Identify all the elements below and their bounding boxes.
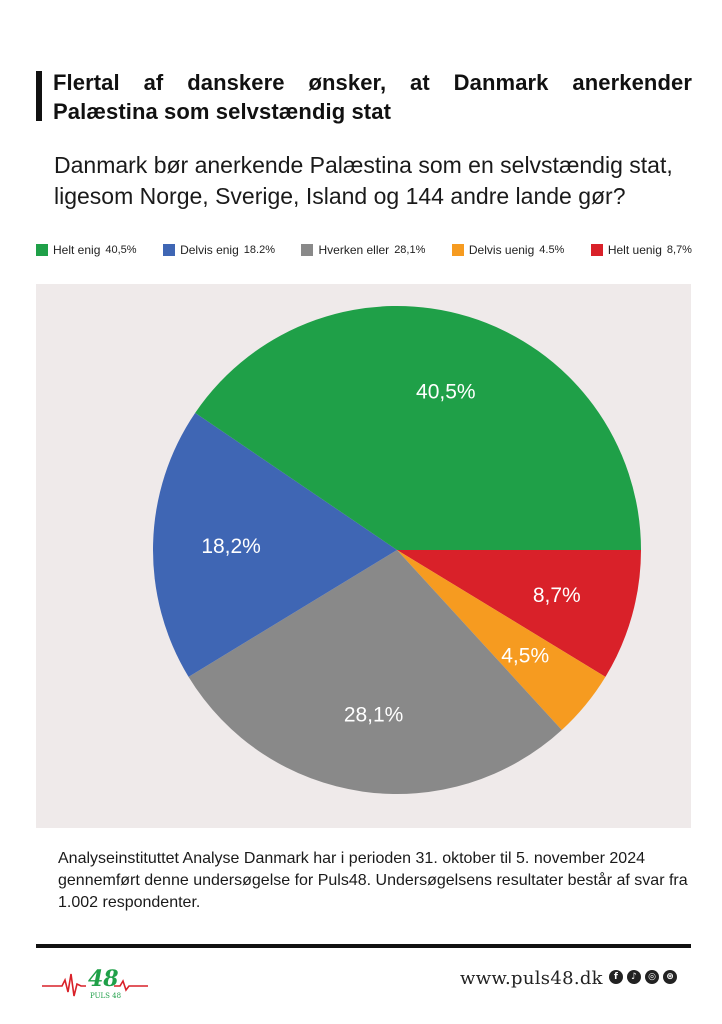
- pie-label-helt-uenig: 8,7%: [533, 584, 581, 607]
- legend-item-delvis-uenig: Delvis uenig 4.5%: [451, 243, 565, 257]
- legend-swatch: [163, 244, 176, 256]
- legend-swatch: [590, 244, 603, 256]
- instagram-icon[interactable]: ◎: [645, 970, 659, 984]
- legend-swatch: [451, 244, 464, 256]
- pie-label-hverken-eller: 28,1%: [344, 703, 404, 726]
- website-link[interactable]: www.puls48.dk: [460, 968, 603, 989]
- pie-label-delvis-uenig: 4,5%: [501, 644, 549, 667]
- survey-question: Danmark bør anerkende Palæstina som en s…: [54, 152, 673, 209]
- social-icons: f ♪ ◎ ⊛: [609, 970, 677, 984]
- legend-label: Delvis uenig: [468, 243, 535, 257]
- footer-divider: [36, 944, 691, 948]
- legend-value: 4.5%: [539, 244, 565, 256]
- headline: Flertal af danskere ønsker, at Danmark a…: [53, 70, 692, 124]
- methodology-note: Analyseinstituttet Analyse Danmark har i…: [58, 850, 688, 911]
- legend-label: Delvis enig: [180, 243, 239, 257]
- legend-value: 28,1%: [394, 244, 426, 256]
- pie-chart: 8,7% 4,5% 28,1% 18,2% 40,5%: [152, 305, 641, 794]
- legend-item-helt-uenig: Helt uenig 8,7%: [590, 243, 692, 257]
- facebook-icon[interactable]: f: [609, 970, 623, 984]
- title-accent-bar: [36, 71, 42, 121]
- pie-label-delvis-enig: 18,2%: [201, 535, 261, 558]
- headline-block: Flertal af danskere ønsker, at Danmark a…: [36, 68, 692, 126]
- legend-swatch: [301, 244, 314, 256]
- logo-text: PULS 48: [90, 992, 121, 1000]
- chart-panel: 8,7% 4,5% 28,1% 18,2% 40,5%: [36, 284, 691, 828]
- tiktok-icon[interactable]: ♪: [627, 970, 641, 984]
- pie-slice-delvis-enig: [152, 412, 397, 677]
- legend-swatch: [36, 244, 48, 256]
- puls48-logo: 48 PULS 48: [40, 960, 150, 1007]
- logo-number: 48: [88, 966, 119, 992]
- legend-item-delvis-enig: Delvis enig 18.2%: [163, 243, 275, 257]
- pie-slice-hverken-eller: [188, 550, 562, 794]
- chart-legend: Helt enig 40,5% Delvis enig 18.2% Hverke…: [36, 240, 692, 260]
- legend-label: Hverken eller: [318, 243, 390, 257]
- pie-slice-delvis-uenig: [397, 550, 606, 730]
- legend-item-helt-enig: Helt enig 40,5%: [36, 243, 137, 257]
- pie-slice-helt-uenig: [397, 550, 641, 677]
- legend-label: Helt enig: [53, 243, 101, 257]
- dribbble-icon[interactable]: ⊛: [663, 970, 677, 984]
- legend-item-hverken-eller: Hverken eller 28,1%: [301, 243, 425, 257]
- pie-slice-helt-enig: [195, 305, 641, 550]
- pie-label-helt-enig: 40,5%: [416, 380, 476, 403]
- legend-value: 40,5%: [105, 244, 137, 256]
- legend-label: Helt uenig: [607, 243, 662, 257]
- legend-value: 8,7%: [666, 244, 692, 256]
- legend-value: 18.2%: [243, 244, 275, 256]
